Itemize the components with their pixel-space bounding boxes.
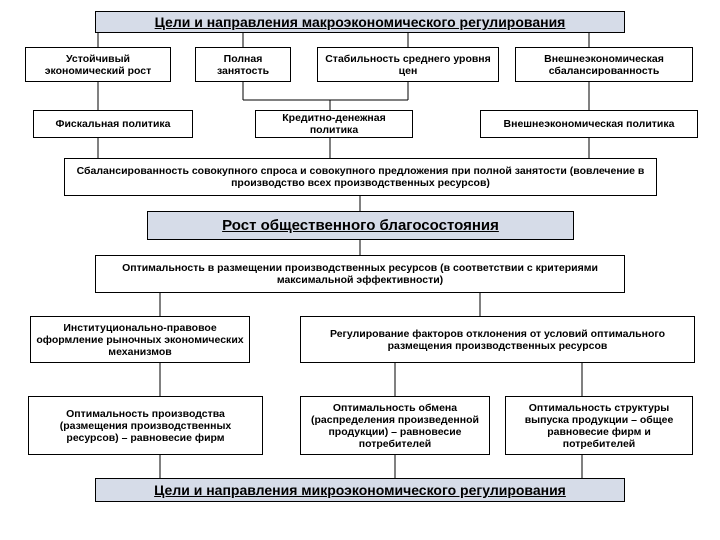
title-top-banner: Цели и направления макроэкономического р… [95, 11, 625, 33]
title-mid-banner: Рост общественного благосостояния [147, 211, 574, 240]
regulation-factors: Регулирование факторов отклонения от усл… [300, 316, 695, 363]
optimal-resources: Оптимальность в размещении производствен… [95, 255, 625, 293]
goal-growth: Устойчивый экономический рост [25, 47, 171, 82]
goal-price: Стабильность среднего уровня цен [317, 47, 499, 82]
policy-external: Внешнеэкономическая политика [480, 110, 698, 138]
policy-fiscal: Фискальная политика [33, 110, 193, 138]
goal-employment: Полная занятость [195, 47, 291, 82]
opt-production: Оптимальность производства (размещения п… [28, 396, 263, 455]
policy-monetary: Кредитно-денежная политика [255, 110, 413, 138]
balance-text: Сбалансированность совокупного спроса и … [64, 158, 657, 196]
title-bottom-banner: Цели и направления микроэкономического р… [95, 478, 625, 502]
institutional: Институционально-правовое оформление рын… [30, 316, 250, 363]
goal-external: Внешнеэкономическая сбалансированность [515, 47, 693, 82]
opt-exchange: Оптимальность обмена (распределения прои… [300, 396, 490, 455]
opt-structure: Оптимальность структуры выпуска продукци… [505, 396, 693, 455]
